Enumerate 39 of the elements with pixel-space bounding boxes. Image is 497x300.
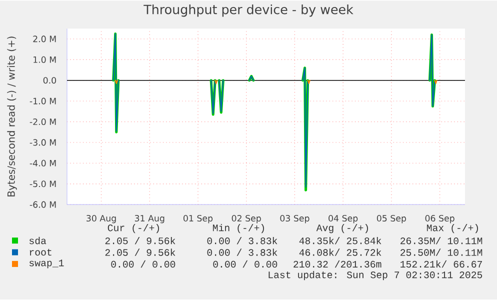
y-tick-label: -5.0 M [30,180,56,188]
y-tick-label: -1.0 M [30,98,56,105]
legend-label: root [30,249,52,256]
x-tick-label: 01 Sep [183,215,213,224]
text: 26.35M/ 10.11M [400,237,482,244]
legend-label: swap_1 [30,260,64,268]
text: 48.35k/ 25.84k [299,237,382,244]
text: Min (-/+) [212,224,264,234]
x-tick-label: 06 Sep [425,215,454,224]
x-tick-label: 03 Sep [280,215,310,224]
x-tick-label: 02 Sep [232,215,261,224]
text: 2.05 / 9.56k [105,248,176,256]
text: Max (-/+) [426,224,478,234]
y-tick-label: 0.0 [43,77,56,84]
text: 0.00 / 3.83k [207,248,278,256]
text: Last update: Sun Sep 7 02:30:11 2025 [268,271,482,280]
text: Cur (-/+) [108,224,159,234]
text: 0.00 / 0.00 [111,260,176,268]
text: 0.00 / 3.83k [207,237,278,244]
x-tick-label: 30 Aug [86,215,116,224]
x-tick-label: 31 Aug [134,215,164,224]
text: 46.08k/ 25.72k [299,248,382,256]
y-tick-label: -3.0 M [30,139,56,146]
chart-title: Throughput per device - by week [144,4,354,17]
x-tick-label: 05 Sep [376,215,406,224]
legend-label: sda [30,237,46,244]
x-tick-label: 04 Sep [328,215,358,224]
y-axis-title: Bytes/second read (-) / write (+) [7,36,17,197]
y-tick-label: -2.0 M [30,118,56,126]
text: 2.05 / 9.56k [105,237,176,244]
text: Avg (-/+) [316,224,368,234]
text: 25.50M/ 10.11M [400,248,482,256]
y-tick-label: -6.0 M [30,202,56,208]
text: 152.21k/ 66.67 [400,260,482,268]
y-tick-label: 1.0 M [34,56,56,64]
text: 0.00 / 0.00 [213,260,278,268]
y-tick-label: -4.0 M [30,160,56,167]
y-tick-label: 2.0 M [33,36,56,42]
text: 210.32 /201.36m [294,260,382,268]
